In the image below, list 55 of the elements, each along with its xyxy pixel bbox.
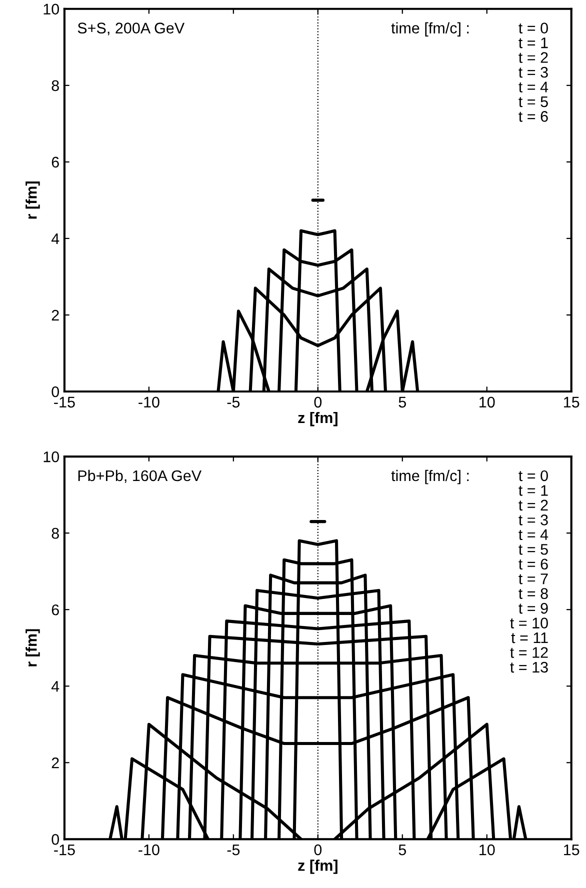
annotation: t = 5: [518, 96, 548, 108]
y-tick-label: 8: [52, 528, 59, 539]
annotation: t = 8: [518, 588, 548, 599]
annotation: S+S, 200A GeV: [78, 22, 185, 36]
annotation: t = 5: [518, 544, 548, 555]
x-tick-label: -10: [138, 844, 160, 856]
annotation: t = 0: [518, 470, 548, 482]
x-tick-label: 0: [314, 844, 322, 856]
annotation: t = 3: [518, 66, 548, 78]
annotation: t = 4: [518, 82, 548, 92]
annotation: t = 6: [518, 558, 548, 570]
x-axis-title: z [fm]: [298, 412, 338, 426]
x-axis-title: z [fm]: [298, 860, 338, 874]
annotation: time [fm/c] :: [391, 470, 469, 484]
annotation: t = 2: [518, 500, 548, 511]
annotation: t = 0: [518, 22, 548, 34]
y-tick-label: 8: [52, 80, 59, 92]
x-tick-label: -5: [227, 396, 240, 408]
annotation: t = 3: [518, 514, 548, 526]
annotation: t = 2: [518, 52, 548, 63]
annotation: t = 1: [518, 485, 548, 496]
annotation: t = 6: [518, 111, 548, 122]
x-tick-label: -15: [54, 844, 75, 856]
y-tick-label: 0: [52, 834, 59, 845]
y-tick-label: 2: [52, 758, 59, 768]
y-axis-title: r [fm]: [26, 629, 40, 666]
x-tick-label: 15: [564, 396, 580, 408]
x-tick-label: 5: [398, 396, 406, 408]
y-tick-label: 2: [52, 310, 59, 321]
y-tick-label: 10: [44, 451, 60, 462]
annotation: t = 13: [510, 662, 548, 673]
x-tick-label: -5: [227, 844, 240, 856]
annotation: t = 1: [518, 38, 548, 48]
x-tick-label: 0: [314, 396, 322, 408]
y-tick-label: 6: [52, 604, 59, 616]
y-tick-label: 0: [52, 386, 59, 398]
x-tick-label: 5: [398, 844, 406, 856]
y-tick-label: 10: [44, 4, 60, 15]
annotation: t = 9: [518, 602, 548, 614]
annotation: t = 12: [510, 647, 548, 658]
annotation: t = 4: [518, 529, 548, 540]
annotation: time [fm/c] :: [391, 22, 469, 37]
annotation: Pb+Pb, 160A GeV: [78, 470, 202, 483]
annotation: t = 7: [518, 574, 548, 584]
annotation: t = 10: [510, 618, 548, 628]
y-axis-title: r [fm]: [26, 182, 40, 219]
x-tick-label: 10: [480, 844, 495, 856]
x-tick-label: -15: [54, 396, 75, 408]
y-tick-label: 6: [52, 156, 59, 168]
annotation: t = 11: [511, 632, 548, 644]
x-tick-label: 10: [480, 396, 495, 408]
y-tick-label: 4: [51, 233, 60, 244]
x-tick-label: 15: [564, 844, 580, 856]
x-tick-label: -10: [138, 396, 160, 408]
y-tick-label: 4: [51, 681, 60, 692]
